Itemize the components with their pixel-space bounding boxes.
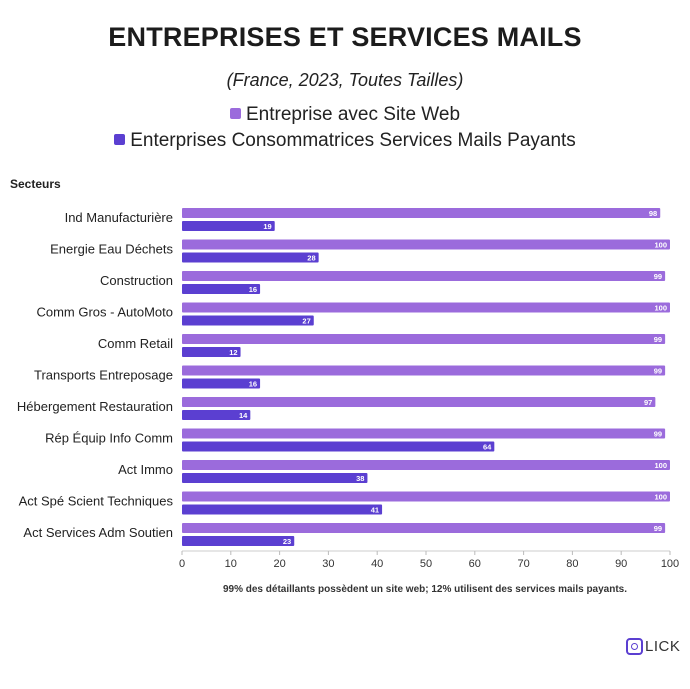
data-label: 41 (371, 506, 379, 515)
bar-site-web (182, 365, 666, 376)
data-label: 99 (654, 335, 662, 344)
data-label: 27 (302, 317, 310, 326)
x-tick-label: 80 (566, 558, 578, 570)
data-label: 97 (644, 398, 652, 407)
brand-logo: LICK (626, 638, 680, 655)
data-label: 98 (649, 209, 657, 218)
bar-services-mails (182, 504, 383, 515)
bar-services-mails (182, 536, 295, 546)
category-label: Comm Gros - AutoMoto (36, 305, 173, 320)
data-label: 14 (239, 411, 248, 420)
bar-services-mails (182, 284, 261, 294)
x-tick-label: 20 (273, 558, 285, 570)
legend-label-site-web: Entreprise avec Site Web (245, 104, 461, 125)
x-tick-label: 90 (615, 558, 627, 570)
category-label: Construction (100, 273, 173, 288)
bar-services-mails (182, 347, 241, 357)
bar-services-mails (182, 221, 275, 231)
category-label: Transports Entreposage (34, 368, 173, 383)
bar-site-web (182, 397, 656, 407)
bar-site-web (182, 428, 666, 439)
data-label: 12 (229, 348, 237, 357)
data-label: 99 (654, 367, 662, 376)
legend-swatch-services-mails (114, 134, 126, 145)
logo-text: LICK (645, 638, 681, 655)
category-label: Energie Eau Déchets (50, 242, 173, 257)
chart-title: ENTREPRISES ET SERVICES MAILS (108, 22, 582, 52)
bar-site-web (182, 271, 666, 281)
data-label: 100 (654, 241, 667, 250)
legend-swatch-site-web (229, 108, 241, 119)
bar-site-web (182, 491, 670, 502)
data-label: 100 (654, 304, 667, 313)
data-label: 23 (283, 537, 291, 546)
data-label: 38 (356, 474, 364, 483)
bar-site-web (182, 523, 666, 533)
logo-icon (626, 638, 643, 655)
bar-services-mails (182, 378, 261, 389)
category-label: Rép Équip Info Comm (45, 431, 173, 446)
footnote: 99% des détaillants possèdent un site we… (222, 584, 628, 595)
bar-services-mails (182, 410, 251, 420)
category-label: Ind Manufacturière (65, 210, 173, 225)
category-label: Act Spé Scient Techniques (19, 494, 174, 509)
data-label: 99 (654, 272, 662, 281)
category-label: Comm Retail (98, 336, 173, 351)
data-label: 64 (483, 443, 492, 452)
x-tick-label: 70 (517, 558, 529, 570)
bar-site-web (182, 208, 661, 218)
bar-site-web (182, 302, 670, 313)
x-tick-label: 50 (420, 558, 432, 570)
data-label: 100 (654, 493, 667, 502)
chart-subtitle: (France, 2023, Toutes Tailles) (226, 70, 464, 90)
legend-item-site-web: Entreprise avec Site Web (0, 104, 690, 126)
x-tick-label: 40 (371, 558, 383, 570)
data-label: 100 (654, 461, 667, 470)
x-tick-label: 100 (661, 558, 679, 570)
x-tick-label: 30 (322, 558, 334, 570)
legend-item-services-mails: Enterprises Consommatrices Services Mail… (0, 130, 690, 152)
bar-services-mails (182, 252, 319, 263)
category-label: Act Immo (118, 462, 173, 477)
x-tick-label: 10 (225, 558, 237, 570)
data-label: 99 (654, 430, 662, 439)
category-label: Act Services Adm Soutien (23, 525, 173, 540)
data-label: 28 (307, 254, 315, 263)
bar-site-web (182, 334, 666, 344)
bar-site-web (182, 239, 670, 250)
data-label: 16 (249, 380, 257, 389)
bar-services-mails (182, 315, 314, 326)
x-tick-label: 60 (469, 558, 481, 570)
category-label: Hébergement Restauration (17, 399, 173, 414)
bar-services-mails (182, 441, 495, 452)
bar-services-mails (182, 473, 368, 483)
x-tick-label: 0 (179, 558, 185, 570)
legend-label-services-mails: Enterprises Consommatrices Services Mail… (130, 130, 576, 151)
y-axis-title: Secteurs (10, 177, 61, 191)
data-label: 19 (263, 222, 271, 231)
data-label: 16 (249, 285, 257, 294)
bar-site-web (182, 460, 670, 470)
data-label: 99 (654, 524, 662, 533)
